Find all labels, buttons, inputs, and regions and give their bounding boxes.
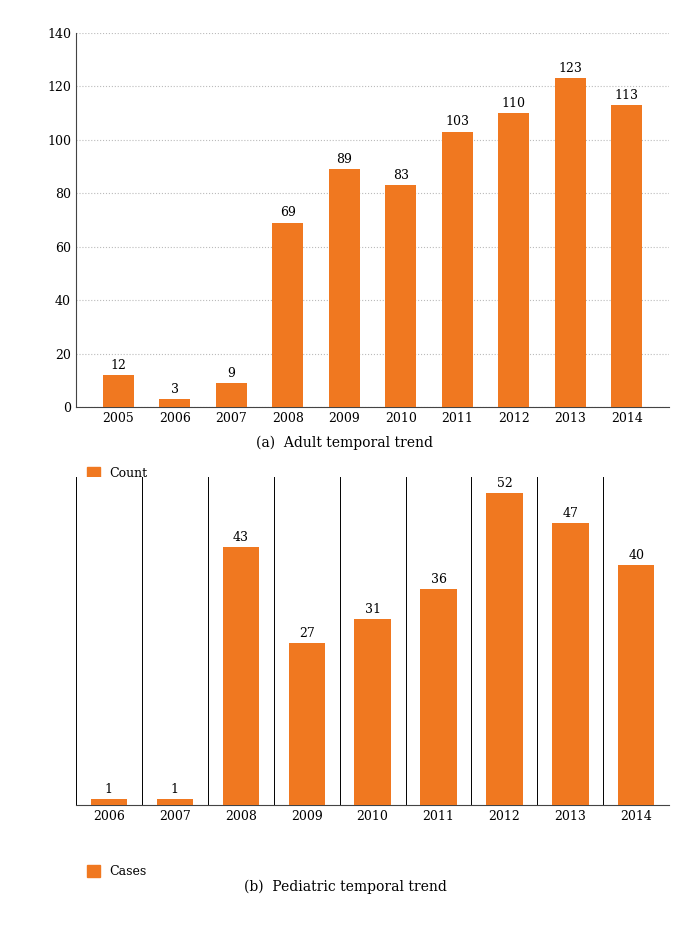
Bar (159, 399, 190, 407)
Bar (385, 185, 416, 407)
Bar (103, 375, 134, 407)
Text: 9: 9 (228, 367, 235, 380)
Text: 40: 40 (629, 548, 644, 562)
Bar (91, 799, 127, 805)
Bar (498, 113, 529, 407)
Bar (618, 565, 654, 805)
Text: (a)  Adult temporal trend: (a) Adult temporal trend (257, 435, 433, 449)
Bar (288, 643, 325, 805)
Bar (216, 383, 247, 407)
Text: 52: 52 (497, 477, 513, 490)
Text: 89: 89 (337, 153, 353, 166)
Text: (b)  Pediatric temporal trend: (b) Pediatric temporal trend (244, 880, 446, 894)
Bar (442, 132, 473, 407)
Text: 1: 1 (105, 782, 113, 796)
Text: 43: 43 (233, 531, 248, 544)
Bar (420, 589, 457, 805)
Text: 12: 12 (110, 358, 126, 372)
Text: 1: 1 (171, 782, 179, 796)
Bar (355, 619, 391, 805)
Text: 123: 123 (558, 62, 582, 75)
Text: 31: 31 (364, 603, 381, 616)
Text: 113: 113 (615, 89, 639, 102)
Text: 36: 36 (431, 573, 446, 586)
Bar (552, 523, 589, 805)
Text: 83: 83 (393, 169, 409, 182)
Bar (329, 169, 360, 407)
Bar (157, 799, 193, 805)
Text: 27: 27 (299, 627, 315, 640)
Legend: Count: Count (82, 462, 152, 485)
Text: 69: 69 (280, 207, 296, 219)
Text: 47: 47 (562, 507, 578, 520)
Text: 3: 3 (171, 383, 179, 396)
Legend: Cases: Cases (82, 860, 152, 884)
Text: 110: 110 (502, 96, 526, 110)
Bar (611, 105, 642, 407)
Text: 103: 103 (445, 115, 469, 128)
Bar (223, 547, 259, 805)
Bar (486, 493, 522, 805)
Bar (555, 79, 586, 407)
Bar (273, 223, 304, 407)
